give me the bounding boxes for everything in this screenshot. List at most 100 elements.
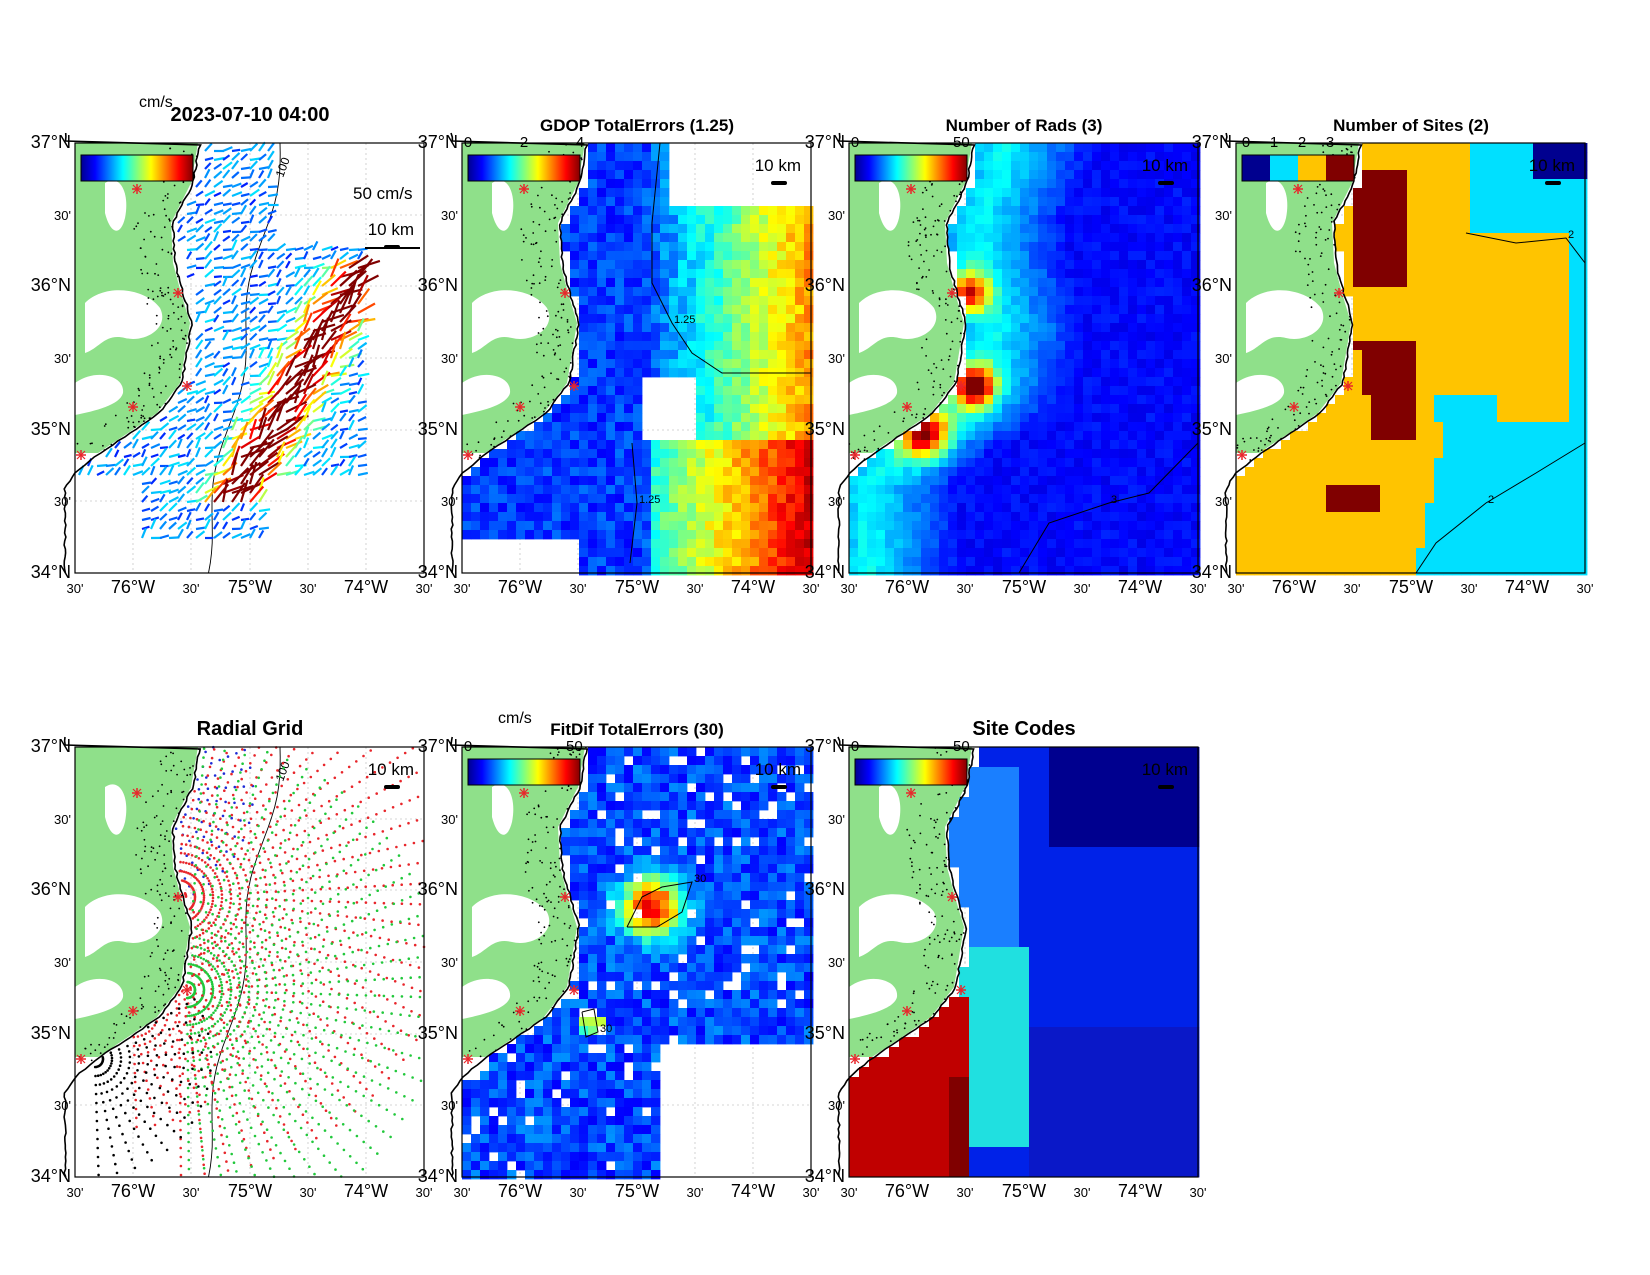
current-vector: [105, 463, 116, 468]
field-cell: [732, 359, 742, 369]
field-cell: [1443, 413, 1453, 423]
field-cell: [669, 539, 679, 549]
current-vector: [285, 316, 296, 324]
field-cell: [939, 566, 949, 576]
field-cell: [975, 287, 985, 297]
field-cell: [1371, 233, 1381, 243]
field-cell: [561, 476, 571, 486]
field-cell: [1191, 260, 1201, 270]
field-cell: [750, 242, 760, 252]
current-vector: [240, 316, 251, 323]
field-cell: [669, 476, 679, 486]
field-cell: [1128, 323, 1138, 333]
field-cell: [1398, 305, 1408, 315]
shore-detail: [540, 342, 542, 344]
field-cell: [786, 422, 796, 432]
field-cell: [651, 260, 661, 270]
field-cell: [1434, 224, 1444, 234]
field-cell: [723, 350, 733, 360]
field-cell: [1443, 179, 1453, 189]
field-cell: [1038, 431, 1048, 441]
field-cell: [768, 539, 778, 549]
current-vector: [330, 245, 339, 252]
field-cell: [1506, 215, 1516, 225]
field-cell: [1524, 143, 1534, 153]
field-cell: [1002, 179, 1012, 189]
radar-site-marker: [906, 184, 916, 194]
field-cell: [570, 449, 580, 459]
field-cell: [1182, 503, 1192, 513]
field-cell: [741, 440, 751, 450]
field-cell: [480, 467, 490, 477]
field-cell: [660, 269, 670, 279]
field-cell: [624, 485, 634, 495]
field-cell: [1038, 476, 1048, 486]
field-cell: [930, 440, 940, 450]
field-cell: [1029, 368, 1039, 378]
field-cell: [1479, 359, 1489, 369]
current-vector: [114, 458, 124, 467]
field-cell: [759, 539, 769, 549]
field-cell: [561, 431, 571, 441]
field-cell: [1119, 251, 1129, 261]
current-vector: [294, 285, 304, 296]
field-cell: [1479, 323, 1489, 333]
current-vector: [177, 506, 187, 513]
field-cell: [777, 341, 787, 351]
field-cell: [903, 431, 913, 441]
field-cell: [1407, 143, 1417, 153]
field-cell: [1110, 368, 1120, 378]
field-cell: [759, 548, 769, 558]
field-cell: [1461, 332, 1471, 342]
current-vector: [267, 427, 289, 440]
current-vector: [230, 239, 238, 251]
field-cell: [1434, 188, 1444, 198]
field-cell: [867, 494, 877, 504]
field-cell: [1344, 395, 1354, 405]
field-cell: [912, 521, 922, 531]
shore-detail: [922, 208, 924, 210]
field-cell: [1002, 197, 1012, 207]
field-cell: [534, 485, 544, 495]
field-cell: [1551, 161, 1561, 171]
field-cell: [912, 512, 922, 522]
current-vector: [339, 291, 351, 314]
field-cell: [921, 530, 931, 540]
field-cell: [759, 269, 769, 279]
field-cell: [948, 530, 958, 540]
field-cell: [858, 539, 868, 549]
field-cell: [1146, 206, 1156, 216]
current-vector: [339, 284, 354, 305]
field-cell: [1470, 368, 1480, 378]
field-cell: [1362, 359, 1372, 369]
current-vector: [222, 154, 231, 161]
field-cell: [1371, 386, 1381, 396]
field-cell: [1407, 278, 1417, 288]
field-cell: [1074, 296, 1084, 306]
field-cell: [1479, 269, 1489, 279]
field-cell: [948, 548, 958, 558]
field-cell: [1002, 287, 1012, 297]
colorbar-gradient: [81, 155, 193, 181]
field-cell: [642, 512, 652, 522]
field-cell: [687, 566, 697, 576]
current-vector: [275, 342, 284, 359]
field-cell: [1560, 152, 1570, 162]
field-cell: [741, 305, 751, 315]
shore-detail: [543, 386, 546, 389]
field-cell: [1110, 188, 1120, 198]
field-cell: [1101, 332, 1111, 342]
field-cell: [1434, 341, 1444, 351]
field-cell: [795, 350, 805, 360]
latitude-tick-label: 34°N: [418, 562, 458, 582]
field-cell: [1470, 170, 1480, 180]
field-cell: [651, 467, 661, 477]
field-cell: [615, 251, 625, 261]
field-cell: [930, 548, 940, 558]
field-cell: [795, 512, 805, 522]
field-cell: [1047, 494, 1057, 504]
field-cell: [1173, 170, 1183, 180]
field-cell: [1371, 269, 1381, 279]
field-cell: [1443, 431, 1453, 441]
field-cell: [1038, 350, 1048, 360]
